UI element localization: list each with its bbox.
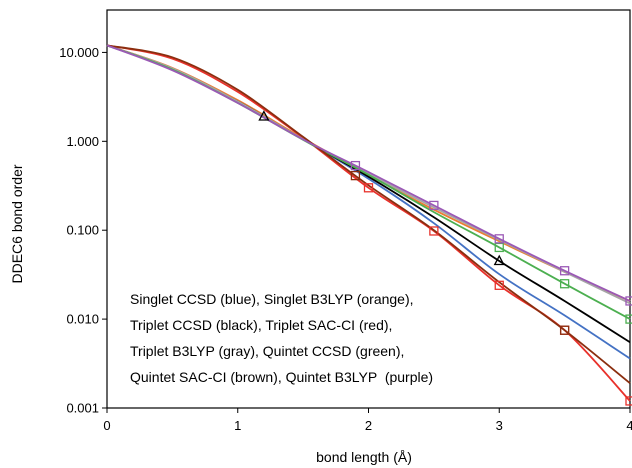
legend-line-1: Singlet CCSD (blue), Singlet B3LYP (oran… <box>130 291 414 307</box>
series-line-6 <box>106 44 631 320</box>
series-marker-4 <box>429 226 439 236</box>
y-axis-title: DDEC6 bond order <box>9 164 25 283</box>
x-axis-title: bond length (Å) <box>316 449 412 465</box>
series-marker-4 <box>363 183 374 193</box>
series-line-8 <box>106 44 631 302</box>
series-line-1 <box>106 44 631 360</box>
y-tick-label: 10.000 <box>59 45 99 60</box>
legend: Singlet CCSD (blue), Singlet B3LYP (oran… <box>130 291 433 385</box>
series-marker-3 <box>258 110 270 121</box>
series-marker-6 <box>625 314 632 324</box>
series-marker-3 <box>493 254 505 266</box>
series-marker-4 <box>625 396 632 406</box>
series-marker-8 <box>494 234 504 244</box>
y-tick-label: 1.000 <box>66 134 99 149</box>
series-marker-8 <box>350 160 361 171</box>
legend-line-3: Triplet B3LYP (gray), Quintet CCSD (gree… <box>130 343 404 359</box>
series-marker-7 <box>559 325 570 335</box>
x-tick-label: 2 <box>365 418 372 433</box>
y-tick-label: 0.001 <box>66 401 99 416</box>
x-tick-label: 0 <box>103 418 110 433</box>
series-marker-8 <box>625 296 632 306</box>
legend-line-4: Quintet SAC-CI (brown), Quintet B3LYP (p… <box>130 369 433 385</box>
legend-line-2: Triplet CCSD (black), Triplet SAC-CI (re… <box>130 317 392 333</box>
y-tick-label: 0.100 <box>66 223 99 238</box>
series-marker-7 <box>350 170 361 181</box>
series-marker-6 <box>559 279 570 289</box>
x-tick-label: 4 <box>626 418 632 433</box>
series-line-7 <box>106 44 631 384</box>
x-tick-label: 3 <box>496 418 503 433</box>
y-tick-label: 0.010 <box>66 312 99 327</box>
x-tick-label: 1 <box>234 418 241 433</box>
series-marker-8 <box>559 266 570 276</box>
series-marker-4 <box>494 280 504 290</box>
legend-line-4-text: Quintet SAC-CI (brown), Quintet B3LYP <box>130 369 377 385</box>
series-marker-8 <box>429 200 439 211</box>
legend-line-4-purple: (purple) <box>385 369 433 385</box>
